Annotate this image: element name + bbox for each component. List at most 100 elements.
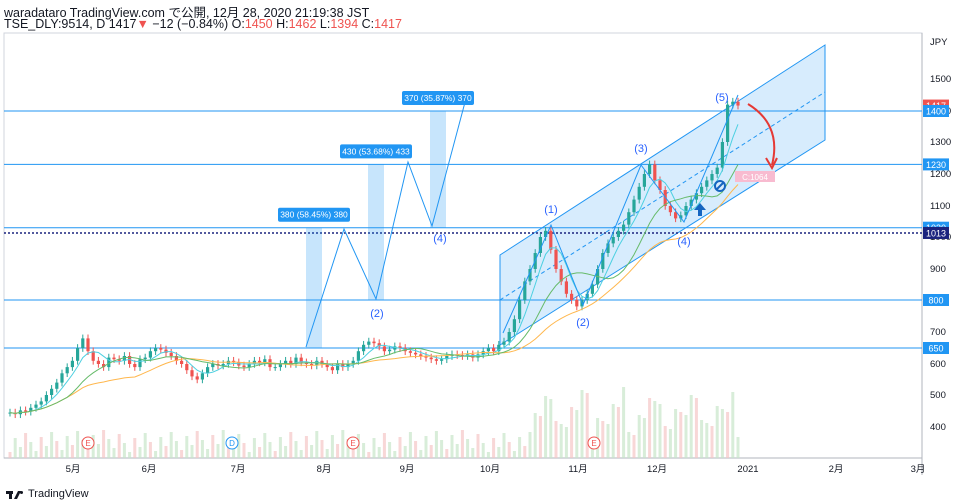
volume-bar [528, 432, 532, 458]
wave-label: (4) [433, 233, 446, 245]
volume-bar [720, 409, 724, 458]
volume-bar [252, 438, 256, 458]
candle-body [726, 104, 730, 142]
candle-body [148, 351, 152, 358]
volume-bar [325, 449, 329, 458]
volume-bar [658, 404, 662, 458]
candle-body [206, 367, 210, 374]
volume-bar [237, 434, 241, 458]
volume-bar [299, 450, 303, 458]
candle-body [102, 364, 106, 368]
volume-bar [247, 452, 251, 458]
candle-body [492, 348, 496, 352]
volume-bar [622, 387, 626, 458]
last-price: 1417 [108, 17, 137, 31]
x-tick-label: 3月 [911, 464, 926, 475]
candle-body [440, 359, 444, 361]
volume-bar [143, 433, 147, 458]
volume-bar [570, 407, 574, 458]
volume-bar [102, 430, 106, 458]
volume-bar [174, 441, 178, 458]
volume-bar [523, 446, 527, 458]
measure-box [306, 227, 322, 348]
price-change: −12 (−0.84%) [152, 17, 229, 31]
candle-body [601, 253, 605, 269]
volume-bar [481, 443, 485, 458]
candle-body [81, 338, 85, 348]
moving-average-line [9, 164, 739, 414]
high-label: H: [276, 17, 289, 31]
candle-body [76, 348, 80, 361]
volume-bar [70, 445, 74, 458]
candle-body [29, 407, 33, 412]
x-tick-label: 2021 [737, 464, 758, 475]
candle-body [180, 360, 184, 364]
y-tick-label: 400 [930, 422, 946, 433]
wave-label: (3) [634, 143, 647, 155]
volume-bar [346, 439, 350, 458]
candle-body [705, 180, 709, 187]
candle-body [512, 319, 516, 332]
event-marker-circle [225, 436, 239, 450]
candle-body [294, 357, 298, 364]
volume-bar [258, 447, 262, 458]
candle-body [674, 212, 678, 219]
volume-bar [731, 392, 735, 458]
candle-body [549, 230, 553, 250]
candle-body [398, 346, 402, 348]
curved-arrow-icon [747, 103, 776, 166]
candle-body [112, 357, 116, 360]
volume-bar [476, 434, 480, 458]
candle-body [424, 356, 428, 358]
candle-body [575, 300, 579, 307]
price-channel [499, 44, 826, 346]
candle-body [65, 367, 69, 374]
event-marker-label: E [591, 439, 596, 448]
volume-bar [679, 412, 683, 458]
candle-body [138, 359, 142, 368]
volume-bar [310, 445, 314, 458]
y-tick-label: 1300 [930, 137, 951, 148]
event-marker-circle [81, 436, 95, 450]
candle-body [434, 359, 438, 361]
candle-body [107, 357, 111, 368]
measure-box [368, 164, 384, 300]
candle-body [284, 360, 288, 364]
candle-body [668, 206, 672, 213]
wave-label: (4) [677, 236, 690, 248]
measure-label: 430 (53.68%) 433 [342, 146, 410, 156]
wave-label: (5) [715, 92, 728, 104]
candle-body [408, 351, 412, 353]
volume-bar [362, 443, 366, 458]
measure-label-bg [278, 207, 350, 222]
volume-bar [289, 432, 293, 458]
candle-body [544, 230, 548, 237]
volume-bar [13, 438, 17, 458]
event-marker-label: E [85, 439, 90, 448]
volume-bar [278, 437, 282, 458]
candle-body [648, 164, 652, 174]
candle-body [278, 364, 282, 368]
candle-body [351, 360, 355, 364]
candle-body [632, 199, 636, 213]
volume-bar [736, 437, 740, 458]
volume-bar [606, 424, 610, 458]
projection-zigzag [305, 90, 469, 348]
wave-label: (2) [576, 317, 589, 329]
volume-bar [180, 450, 184, 458]
volume-bar [440, 440, 444, 458]
arrow-up-icon [694, 203, 706, 216]
high-value: 1462 [288, 17, 317, 31]
candle-body [289, 360, 293, 364]
y-tick-label: 1100 [930, 201, 950, 212]
moving-average-line [9, 124, 739, 414]
volume-bar [206, 449, 210, 458]
volume-bar [710, 426, 714, 458]
y-tick-label: 700 [930, 327, 946, 338]
volume-bar [627, 432, 631, 458]
volume-bar [216, 444, 220, 458]
candle-body [263, 359, 267, 363]
candle-body [653, 164, 657, 181]
currency-label: JPY [930, 37, 948, 48]
